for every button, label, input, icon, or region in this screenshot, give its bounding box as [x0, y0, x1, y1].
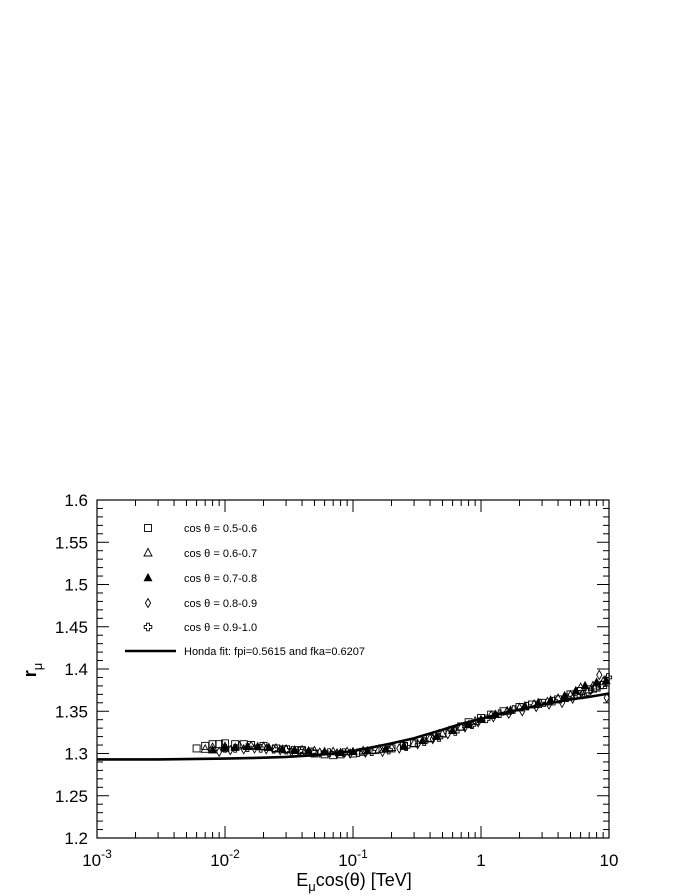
y-tick-label: 1.5 — [64, 576, 88, 595]
y-axis-title: rμ — [20, 663, 45, 678]
data-series — [192, 669, 613, 760]
data-point — [451, 727, 460, 736]
data-point — [243, 743, 252, 752]
x-tick-label: 1 — [476, 851, 485, 870]
data-point — [256, 744, 265, 753]
data-point — [535, 699, 545, 708]
data-point — [324, 748, 334, 757]
data-point — [434, 733, 444, 742]
legend-label: cos θ = 0.6-0.7 — [184, 548, 257, 560]
data-point — [264, 742, 274, 751]
x-axis-tick-labels: 10-3 10-2 10-1 1 10 — [82, 847, 618, 870]
legend-label: cos θ = 0.5-0.6 — [184, 523, 257, 535]
data-point — [271, 744, 280, 753]
data-point — [410, 739, 419, 748]
data-point — [271, 742, 281, 752]
data-point — [549, 696, 558, 706]
data-point — [208, 744, 218, 754]
x-axis-title: Eμcos(θ) [TeV] — [296, 870, 412, 894]
legend-label: cos θ = 0.8-0.9 — [184, 598, 257, 610]
data-point — [523, 701, 532, 711]
y-tick-label: 1.25 — [55, 787, 88, 806]
data-point — [201, 741, 210, 750]
data-point — [230, 744, 240, 753]
x-tick-label: 10 — [600, 851, 619, 870]
data-point — [251, 743, 258, 754]
data-point — [590, 684, 600, 693]
data-point — [396, 743, 403, 754]
data-point — [419, 737, 429, 746]
data-point — [425, 732, 435, 742]
legend-marker-open-cross — [143, 622, 153, 632]
legend-label: Honda fit: fpi=0.5615 and fka=0.6207 — [184, 646, 365, 658]
data-point — [269, 745, 278, 754]
data-point — [401, 742, 411, 751]
data-point — [596, 669, 603, 681]
x-tick-label: 10-1 — [338, 847, 368, 870]
y-tick-label: 1.3 — [64, 745, 88, 764]
data-point — [386, 742, 397, 752]
data-point — [461, 721, 469, 733]
data-point — [414, 738, 421, 750]
data-point — [379, 746, 386, 758]
data-point — [316, 747, 323, 759]
legend-marker-open-triangle — [143, 547, 153, 557]
data-point — [597, 680, 607, 690]
y-tick-label: 1.55 — [55, 533, 88, 552]
legend-marker-open-diamond — [144, 597, 152, 609]
data-point — [429, 733, 436, 745]
legend-marker-open-square — [144, 524, 152, 532]
data-point — [444, 728, 451, 740]
data-point — [200, 743, 210, 753]
data-point — [374, 743, 384, 753]
data-point — [603, 692, 610, 704]
data-point — [216, 746, 223, 758]
y-tick-label: 1.35 — [55, 702, 88, 721]
y-tick-label: 1.2 — [64, 829, 88, 848]
data-point — [298, 746, 307, 755]
data-point — [220, 744, 230, 753]
data-point — [509, 705, 518, 714]
x-tick-label: 10-3 — [82, 847, 112, 870]
data-point — [281, 745, 291, 755]
series-filled-triangle — [208, 675, 611, 756]
y-axis-tick-labels: 1.2 1.25 1.3 1.35 1.4 1.45 1.5 1.55 1.6 — [55, 491, 88, 848]
data-point — [367, 747, 376, 757]
y-tick-label: 1.4 — [64, 660, 88, 679]
data-point — [234, 740, 245, 750]
y-tick-label: 1.45 — [55, 618, 88, 637]
legend-label: cos θ = 0.9-1.0 — [184, 622, 257, 634]
data-point — [603, 673, 613, 682]
legend-label: cos θ = 0.7-0.8 — [184, 573, 257, 585]
data-point — [580, 680, 590, 690]
x-tick-label: 10-2 — [210, 847, 240, 870]
data-point — [583, 687, 592, 697]
data-point — [384, 745, 393, 755]
plot-frame — [96, 499, 610, 839]
legend: cos θ = 0.5-0.6 cos θ = 0.6-0.7 cos θ = 0.… — [125, 523, 365, 658]
legend-marker-filled-triangle — [143, 572, 153, 582]
axis-ticks — [96, 499, 610, 839]
data-point — [192, 744, 201, 753]
data-point — [362, 747, 369, 759]
data-point — [562, 693, 572, 702]
data-point — [240, 743, 247, 755]
y-tick-label: 1.6 — [64, 491, 88, 510]
fit-curve — [97, 692, 610, 761]
honda-fit-line — [97, 692, 610, 761]
